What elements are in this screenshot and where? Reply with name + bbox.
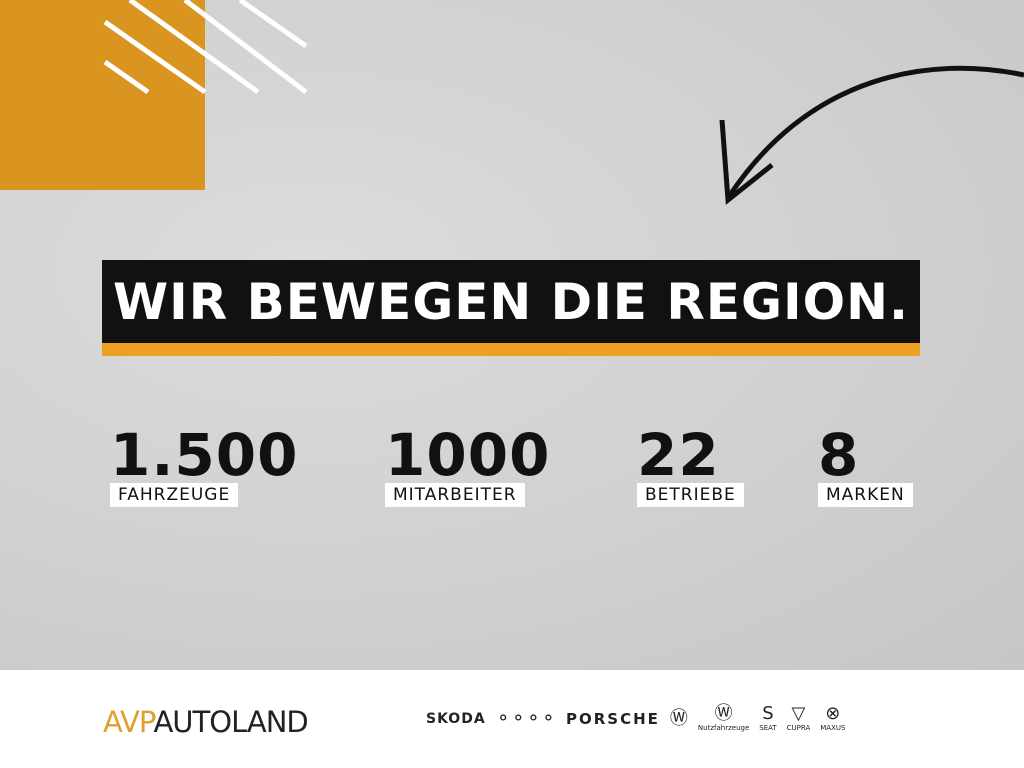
stat-label: MITARBEITER <box>385 483 525 507</box>
vw-logo-icon: Ⓦ <box>714 703 733 724</box>
cupra-logo: ▽ CUPRA <box>786 703 811 733</box>
headline: WIR BEWEGEN DIE REGION. <box>102 260 920 344</box>
skoda-logo: SKODA <box>426 710 486 727</box>
stat-value: 1000 <box>385 421 551 489</box>
cupra-icon: ▽ <box>791 703 806 724</box>
maxus-icon: ⊗ <box>825 703 841 724</box>
vw-nutzfahrzeuge-logo: Ⓦ Nutzfahrzeuge <box>697 703 750 733</box>
stat-label: MARKEN <box>818 483 913 507</box>
porsche-logo: PORSCHE <box>566 709 660 728</box>
stat-label: BETRIEBE <box>637 483 744 507</box>
curved-arrow-icon <box>719 65 1024 205</box>
seat-s-icon: S <box>762 703 774 724</box>
stat-value: 1.500 <box>110 421 299 489</box>
vw-logo-icon: Ⓦ <box>669 707 688 729</box>
seat-logo: S SEAT <box>759 703 777 733</box>
stat-label: FAHRZEUGE <box>110 483 239 507</box>
stat-brands: 8 MARKEN <box>818 425 913 507</box>
headline-underline <box>102 343 920 356</box>
stat-employees: 1000 MITARBEITER <box>385 425 550 507</box>
footer <box>0 670 1024 768</box>
stat-value: 22 <box>637 421 720 489</box>
stat-value: 8 <box>818 421 860 489</box>
diagonal-stripes-decoration <box>103 0 308 95</box>
stat-locations: 22 BETRIEBE <box>637 425 744 507</box>
brand-logos: SKODA ⚬⚬⚬⚬ PORSCHE Ⓦ Ⓦ Nutzfahrzeuge S SEA… <box>426 704 845 733</box>
maxus-logo: ⊗ MAXUS <box>820 703 846 733</box>
stat-vehicles: 1.500 FAHRZEUGE <box>110 425 298 507</box>
audi-rings-icon: ⚬⚬⚬⚬ <box>495 707 556 729</box>
avp-autoland-logo: AVPAUTOLAND <box>103 705 309 739</box>
